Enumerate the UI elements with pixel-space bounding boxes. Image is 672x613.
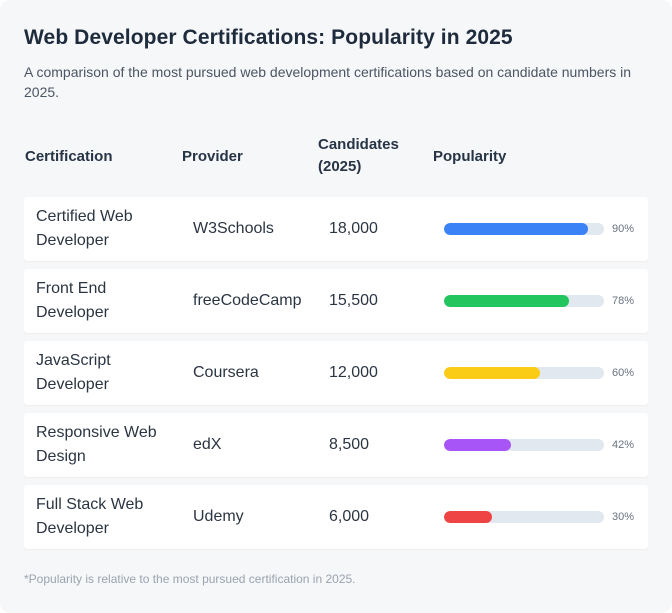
popularity-bar-track [444, 511, 604, 523]
popularity-bar-track [444, 295, 604, 307]
certification-name: Responsive Web Design [36, 421, 176, 469]
popularity-bar-fill [444, 511, 492, 523]
popularity-percent: 30% [612, 511, 635, 523]
column-header-popularity: Popularity [433, 148, 507, 165]
certification-name-line1: JavaScript [36, 352, 111, 369]
candidates-count: 8,500 [329, 436, 370, 453]
provider-name: W3Schools [193, 220, 274, 237]
certification-name-line1: Responsive Web [36, 424, 157, 441]
popularity-bar-fill [444, 439, 512, 451]
provider-name: edX [193, 436, 222, 453]
certification-name-line1: Full Stack Web [36, 496, 144, 513]
popularity-percent: 90% [612, 223, 635, 235]
provider-name: Coursera [193, 364, 259, 381]
certification-name: Front End Developer [36, 277, 176, 325]
candidates-count: 12,000 [329, 364, 378, 381]
table-row: Responsive Web Design edX 8,500 42% [24, 413, 648, 477]
certification-name-line2: Developer [36, 304, 109, 321]
column-header-candidates-line1: Candidates [318, 136, 399, 153]
popularity-bar-track [444, 223, 604, 235]
candidates-count: 6,000 [329, 508, 370, 525]
popularity-bar-fill [444, 367, 540, 379]
page-subtitle: A comparison of the most pursued web dev… [24, 64, 632, 100]
popularity-percent: 42% [612, 439, 635, 451]
certification-name-line2: Developer [36, 520, 109, 537]
popularity-percent: 78% [612, 295, 635, 307]
provider-name: Udemy [193, 508, 244, 525]
certification-name: Certified Web Developer [36, 205, 176, 253]
candidates-count: 18,000 [329, 220, 378, 237]
column-header-provider: Provider [182, 148, 243, 165]
popularity-bar-track [444, 439, 604, 451]
popularity-bar-fill [444, 295, 569, 307]
certification-name-line1: Front End [36, 280, 107, 297]
certification-name: Full Stack Web Developer [36, 493, 176, 541]
certification-name-line2: Design [36, 448, 86, 465]
certification-name: JavaScript Developer [36, 349, 176, 397]
column-header-candidates-line2: (2025) [318, 158, 362, 175]
certification-name-line2: Developer [36, 232, 109, 249]
popularity-bar-track [444, 367, 604, 379]
table-row: Full Stack Web Developer Udemy 6,000 30% [24, 485, 648, 549]
table-row: Front End Developer freeCodeCamp 15,500 … [24, 269, 648, 333]
page-title: Web Developer Certifications: Popularity… [24, 26, 513, 49]
popularity-percent: 60% [612, 367, 635, 379]
footnote: *Popularity is relative to the most purs… [24, 572, 356, 586]
popularity-bar-fill [444, 223, 588, 235]
column-header-certification: Certification [25, 148, 113, 165]
table-row: JavaScript Developer Coursera 12,000 60% [24, 341, 648, 405]
provider-name: freeCodeCamp [193, 292, 302, 309]
certification-name-line2: Developer [36, 376, 109, 393]
table-row: Certified Web Developer W3Schools 18,000… [24, 197, 648, 261]
certification-name-line1: Certified Web [36, 208, 133, 225]
column-header-candidates: Candidates (2025) [318, 134, 399, 178]
candidates-count: 15,500 [329, 292, 378, 309]
